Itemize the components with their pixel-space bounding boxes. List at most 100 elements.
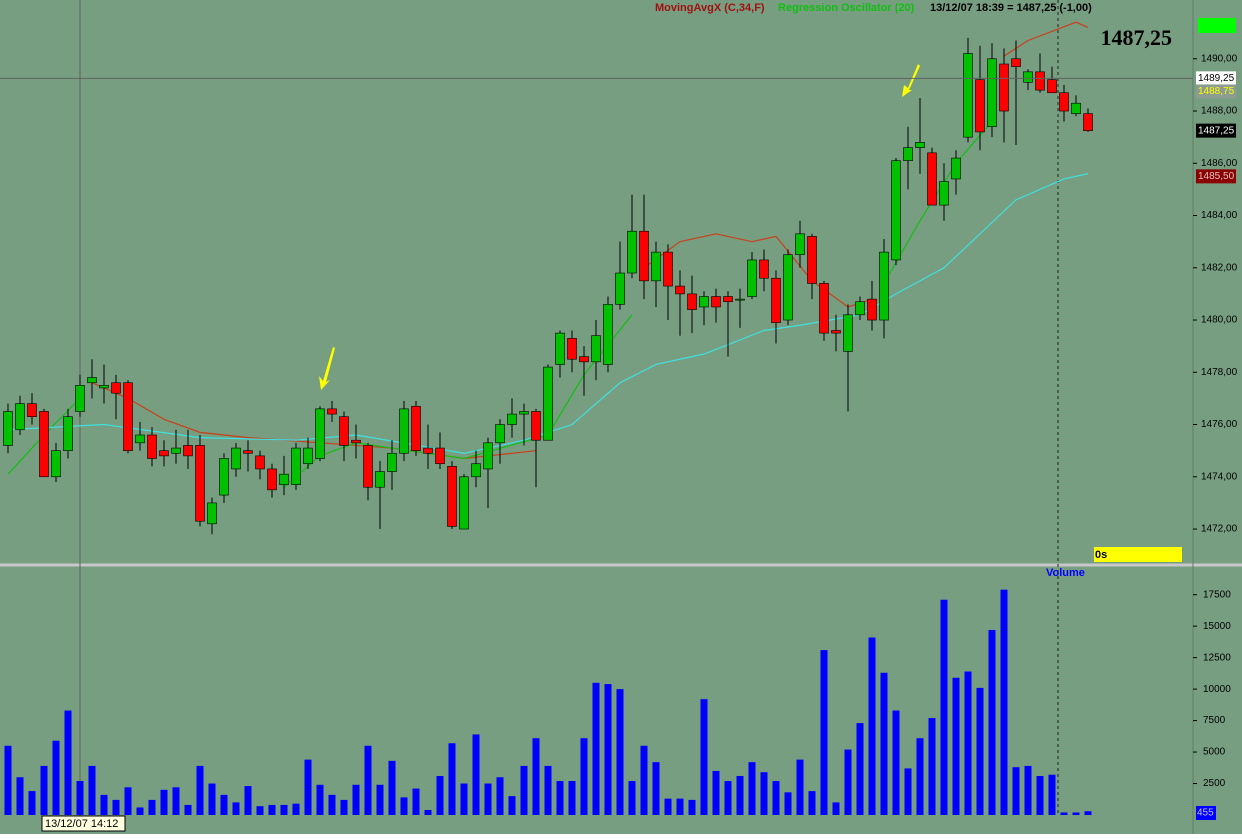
candle-body	[615, 272, 625, 305]
volume-bar	[892, 710, 900, 815]
candle-body	[507, 413, 517, 425]
volume-bar	[340, 799, 348, 815]
candle-body	[663, 251, 673, 287]
candle-body	[867, 298, 877, 321]
volume-bar	[40, 765, 48, 815]
volume-bar	[172, 787, 180, 815]
y-tick-label: 1480,00	[1201, 315, 1238, 326]
candle-body	[423, 447, 433, 454]
volume-bar	[1000, 589, 1008, 815]
candle-body	[543, 366, 553, 441]
volume-bar	[808, 791, 816, 815]
candle-body	[687, 293, 697, 310]
candle-body	[459, 476, 469, 530]
candle-body	[255, 455, 265, 470]
cursor-value: 455	[1197, 808, 1214, 819]
price-marker-label: 1489,25	[1198, 73, 1235, 84]
volume-bar	[856, 723, 864, 815]
volume-bar	[112, 799, 120, 815]
volume-bar	[124, 787, 132, 815]
y-tick-label: 1488,00	[1201, 106, 1238, 117]
candle-body	[435, 447, 445, 465]
candle-body	[567, 338, 577, 360]
candle-body	[471, 463, 481, 478]
volume-bar	[748, 762, 756, 815]
volume-bar	[508, 796, 516, 815]
candle-body	[327, 408, 337, 415]
candle-body	[603, 304, 613, 365]
volume-bar	[256, 806, 264, 815]
volume-bar	[196, 765, 204, 815]
volume-bar	[580, 738, 588, 815]
candle-body	[951, 157, 961, 180]
candle-body	[315, 408, 325, 459]
volume-bar	[688, 799, 696, 815]
volume-bar	[532, 738, 540, 815]
candle-body	[267, 468, 277, 491]
candle-body	[711, 296, 721, 308]
volume-bar	[364, 745, 372, 815]
y-tick-label: 12500	[1203, 652, 1231, 663]
y-tick-label: 1482,00	[1201, 262, 1238, 273]
volume-bar	[556, 781, 564, 815]
volume-bar	[1084, 811, 1092, 815]
volume-bar	[976, 687, 984, 815]
volume-bar	[724, 781, 732, 815]
candle-body	[387, 452, 397, 472]
candle-body	[795, 233, 805, 256]
candle-body	[135, 434, 145, 444]
candle-body	[351, 439, 361, 444]
candle-body	[87, 377, 97, 384]
volume-bar	[712, 770, 720, 815]
candle-body	[591, 335, 601, 363]
candle-body	[531, 411, 541, 441]
candle-body	[999, 63, 1009, 112]
candle-body	[483, 442, 493, 470]
volume-bar	[460, 783, 468, 815]
timer: 0s	[1095, 549, 1107, 561]
volume-bar	[940, 599, 948, 815]
volume-bar	[520, 765, 528, 815]
volume-bar	[448, 743, 456, 815]
volume-bar	[472, 734, 480, 815]
candle-body	[1023, 71, 1033, 83]
candle-body	[219, 458, 229, 496]
y-tick-label: 5000	[1203, 747, 1226, 758]
candle-body	[3, 411, 13, 446]
candle-body	[723, 296, 733, 303]
y-tick-label: 17500	[1203, 589, 1231, 600]
volume-bar	[832, 802, 840, 815]
candle-body	[927, 152, 937, 206]
candle-body	[159, 450, 169, 457]
volume-bar	[916, 738, 924, 815]
volume-bar	[496, 777, 504, 815]
volume-bar	[388, 760, 396, 815]
candle-body	[843, 314, 853, 352]
candle-body	[759, 259, 769, 279]
candle-body	[675, 285, 685, 295]
volume-bar	[604, 684, 612, 815]
candle-body	[939, 181, 949, 206]
volume-bar	[208, 783, 216, 815]
volume-bar	[400, 797, 408, 815]
y-tick-label: 1474,00	[1201, 471, 1238, 482]
candle-body	[1059, 92, 1069, 112]
volume-bar	[484, 783, 492, 815]
volume-bar	[868, 637, 876, 815]
candle-body	[771, 277, 781, 323]
volume-bar	[160, 789, 168, 815]
volume-bar	[352, 784, 360, 815]
candle-body	[963, 53, 973, 138]
volume-bar	[676, 798, 684, 815]
volume-bar	[796, 759, 804, 815]
indicator-line	[7, 173, 1089, 454]
candle-body	[27, 403, 37, 417]
candle-body	[975, 79, 985, 133]
candle-body	[171, 447, 181, 454]
arrow	[902, 64, 920, 97]
candle-body	[411, 405, 421, 451]
price-marker-box	[1196, 123, 1236, 138]
candle-body	[1083, 113, 1093, 131]
candle-body	[99, 385, 109, 389]
volume-bar	[880, 672, 888, 815]
